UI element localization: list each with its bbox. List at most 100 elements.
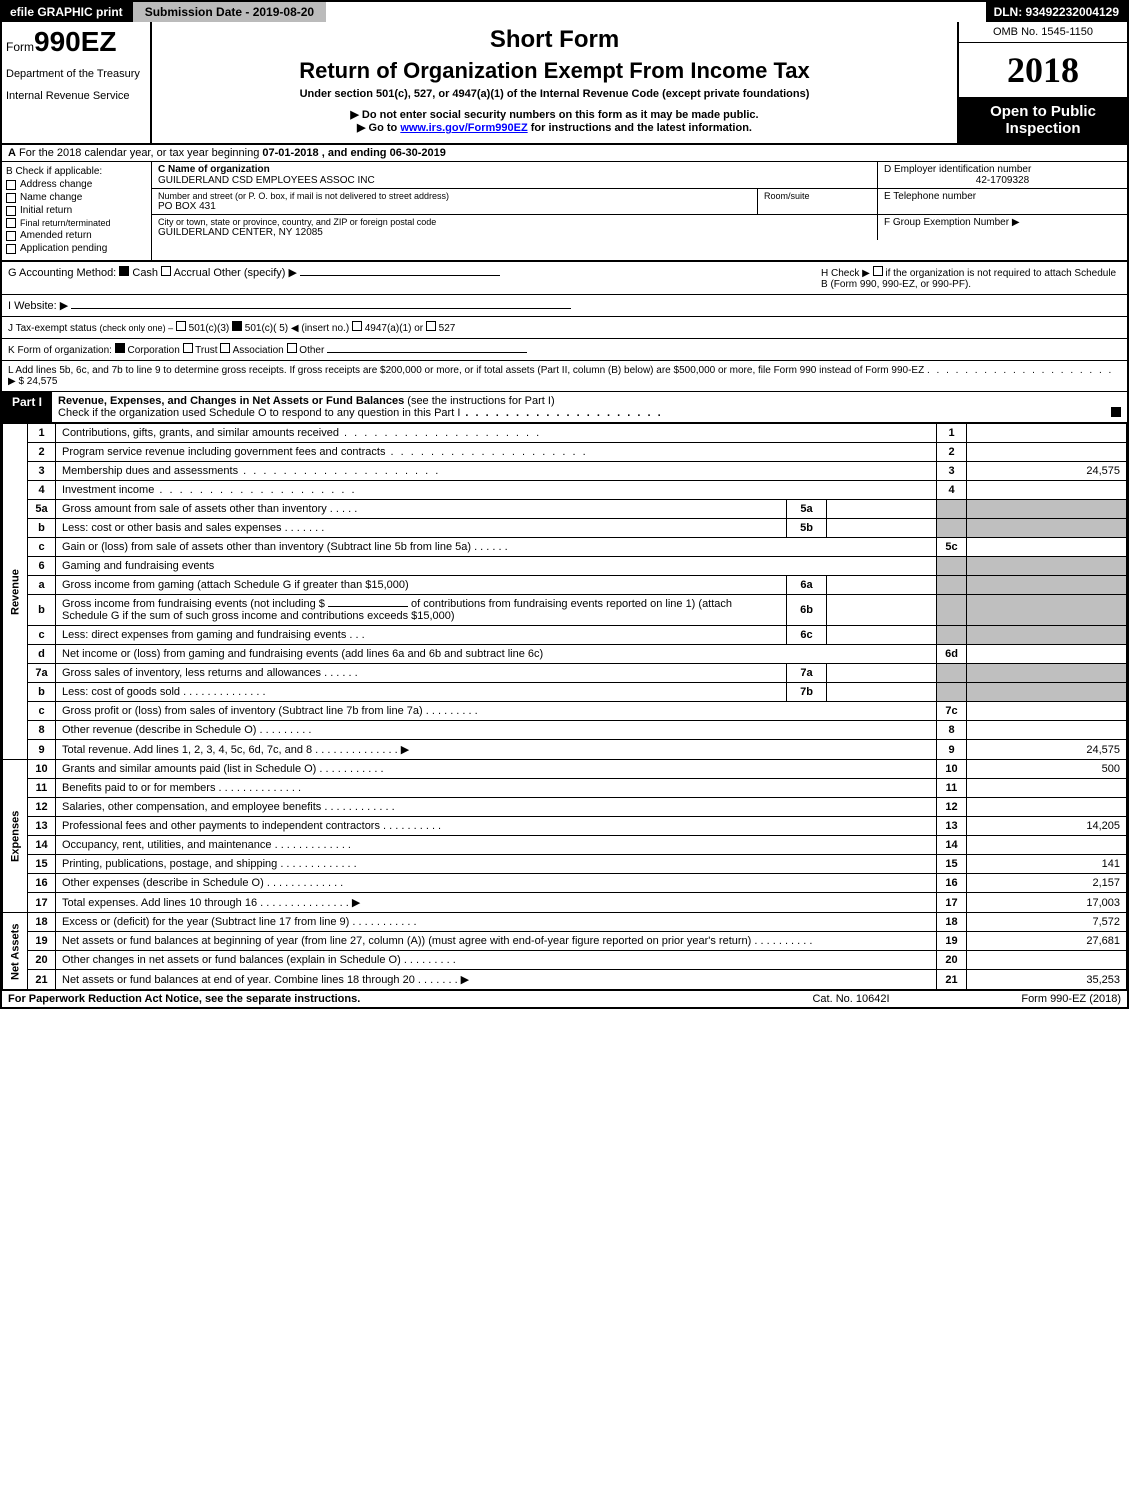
addr-label: Number and street (or P. O. box, if mail… xyxy=(158,191,751,201)
subval-7b xyxy=(827,683,937,702)
g-other-input[interactable] xyxy=(300,275,500,276)
short-form-title: Short Form xyxy=(162,26,947,54)
line-h: H Check ▶ if the organization is not req… xyxy=(821,266,1121,290)
checkbox-cash-icon xyxy=(119,266,129,276)
check-name-change[interactable]: Name change xyxy=(6,192,147,203)
amount-18: 7,572 xyxy=(967,913,1127,932)
checkbox-icon[interactable] xyxy=(115,343,125,353)
dept-treasury: Department of the Treasury xyxy=(6,68,146,80)
org-name: GUILDERLAND CSD EMPLOYEES ASSOC INC xyxy=(158,175,871,186)
line-l: L Add lines 5b, 6c, and 7b to line 9 to … xyxy=(2,361,1127,392)
checkbox-icon[interactable] xyxy=(220,343,230,353)
footer-form: Form 990-EZ (2018) xyxy=(941,993,1121,1005)
checkbox-icon xyxy=(6,231,16,241)
line-17: 17 Total expenses. Add lines 10 through … xyxy=(3,893,1127,913)
amount-14 xyxy=(967,836,1127,855)
checkbox-schedule-o-icon[interactable] xyxy=(1111,407,1121,417)
header-left: Form990EZ Department of the Treasury Int… xyxy=(2,22,152,143)
amount-1 xyxy=(967,424,1127,443)
line-9: 9 Total revenue. Add lines 1, 2, 3, 4, 5… xyxy=(3,740,1127,760)
checkbox-icon[interactable] xyxy=(287,343,297,353)
city-label: City or town, state or province, country… xyxy=(158,217,871,227)
checkbox-icon xyxy=(6,180,16,190)
k-other-input[interactable] xyxy=(327,352,527,353)
line-6d: d Net income or (loss) from gaming and f… xyxy=(3,645,1127,664)
checkbox-icon[interactable] xyxy=(352,321,362,331)
line-21: 21 Net assets or fund balances at end of… xyxy=(3,970,1127,990)
line-13: 13 Professional fees and other payments … xyxy=(3,817,1127,836)
checkbox-icon[interactable] xyxy=(426,321,436,331)
b-label: B xyxy=(6,166,13,177)
line-20: 20 Other changes in net assets or fund b… xyxy=(3,951,1127,970)
line-19: 19 Net assets or fund balances at beginn… xyxy=(3,932,1127,951)
subval-6a xyxy=(827,576,937,595)
d-label: D Employer identification number xyxy=(884,164,1121,175)
form-number: Form990EZ xyxy=(6,26,146,58)
line-8: 8 Other revenue (describe in Schedule O)… xyxy=(3,721,1127,740)
row-address: Number and street (or P. O. box, if mail… xyxy=(152,189,1127,215)
open-to-public: Open to Public Inspection xyxy=(959,97,1127,143)
amount-21: 35,253 xyxy=(967,970,1127,990)
amount-9: 24,575 xyxy=(967,740,1127,760)
checkbox-icon[interactable] xyxy=(176,321,186,331)
subval-7a xyxy=(827,664,937,683)
cell-c-name: C Name of organization GUILDERLAND CSD E… xyxy=(152,162,877,188)
line-a: A For the 2018 calendar year, or tax yea… xyxy=(2,145,1127,162)
amount-5c xyxy=(967,538,1127,557)
line-g: G Accounting Method: Cash Accrual Other … xyxy=(8,266,821,290)
line-g-h: G Accounting Method: Cash Accrual Other … xyxy=(2,262,1127,295)
fundraising-amount-input[interactable] xyxy=(328,606,408,607)
room-label: Room/suite xyxy=(764,191,871,201)
footer-paperwork: For Paperwork Reduction Act Notice, see … xyxy=(8,993,761,1005)
line-a-label: A xyxy=(8,147,16,159)
check-final-return[interactable]: Final return/terminated xyxy=(6,218,147,228)
goto-line: Go to www.irs.gov/Form990EZ for instruct… xyxy=(162,121,947,134)
g-text: Accounting Method: xyxy=(19,267,116,279)
amount-20 xyxy=(967,951,1127,970)
goto-prefix: Go to xyxy=(369,122,401,134)
form-header: Form990EZ Department of the Treasury Int… xyxy=(2,22,1127,145)
website-input[interactable] xyxy=(71,308,571,309)
cell-room: Room/suite xyxy=(757,189,877,214)
line-12: 12 Salaries, other compensation, and emp… xyxy=(3,798,1127,817)
amount-15: 141 xyxy=(967,855,1127,874)
l-text: L Add lines 5b, 6c, and 7b to line 9 to … xyxy=(8,365,924,376)
row-city: City or town, state or province, country… xyxy=(152,215,1127,240)
check-initial-return[interactable]: Initial return xyxy=(6,205,147,216)
checkbox-icon[interactable] xyxy=(183,343,193,353)
cell-e-phone: E Telephone number xyxy=(877,189,1127,214)
goto-link[interactable]: www.irs.gov/Form990EZ xyxy=(400,122,527,134)
checkbox-h-icon[interactable] xyxy=(873,266,883,276)
line-18: Net Assets 18 Excess or (deficit) for th… xyxy=(3,913,1127,932)
e-label: E Telephone number xyxy=(884,191,1121,202)
i-label: I Website: xyxy=(8,300,57,312)
amount-3: 24,575 xyxy=(967,462,1127,481)
checkbox-icon[interactable] xyxy=(232,321,242,331)
amount-6d xyxy=(967,645,1127,664)
cell-d-ein: D Employer identification number 42-1709… xyxy=(877,162,1127,188)
tax-year-end: 06-30-2019 xyxy=(390,147,446,159)
b-check-if: Check if applicable: xyxy=(15,166,102,177)
g-cash: Cash xyxy=(132,267,158,279)
line-4: 4 Investment income 4 xyxy=(3,481,1127,500)
h-label: H xyxy=(821,268,828,279)
check-address-change[interactable]: Address change xyxy=(6,179,147,190)
amount-4 xyxy=(967,481,1127,500)
revenue-sidebar: Revenue xyxy=(3,424,28,760)
g-other: Other (specify) xyxy=(213,267,285,279)
checkbox-icon xyxy=(6,218,16,228)
ein-value: 42-1709328 xyxy=(884,175,1121,186)
l-amount: $ 24,575 xyxy=(18,376,57,387)
part1-table: Revenue 1 Contributions, gifts, grants, … xyxy=(2,423,1127,990)
part1-header-row: Part I Revenue, Expenses, and Changes in… xyxy=(2,392,1127,423)
line-a-text1: For the 2018 calendar year, or tax year … xyxy=(19,147,262,159)
do-not-enter: Do not enter social security numbers on … xyxy=(162,108,947,121)
check-application-pending[interactable]: Application pending xyxy=(6,243,147,254)
amount-13: 14,205 xyxy=(967,817,1127,836)
line-2: 2 Program service revenue including gove… xyxy=(3,443,1127,462)
amount-10: 500 xyxy=(967,760,1127,779)
check-amended-return[interactable]: Amended return xyxy=(6,230,147,241)
cell-f-group: F Group Exemption Number ▶ xyxy=(877,215,1127,240)
header-center: Short Form Return of Organization Exempt… xyxy=(152,22,957,143)
under-section: Under section 501(c), 527, or 4947(a)(1)… xyxy=(162,88,947,100)
